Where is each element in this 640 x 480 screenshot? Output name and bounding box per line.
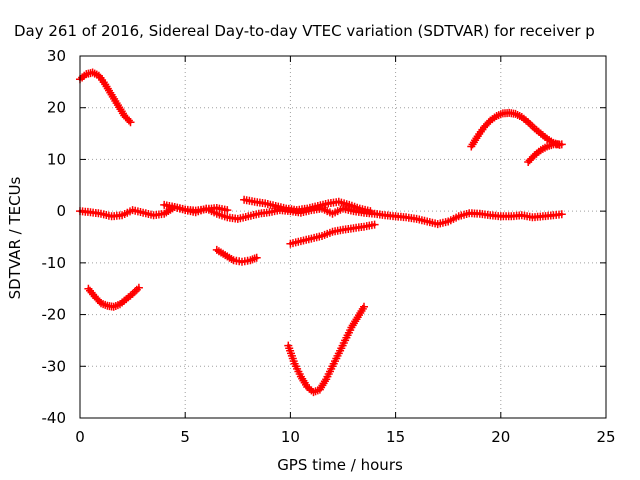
chart-title: Day 261 of 2016, Sidereal Day-to-day VTE… [14, 22, 595, 40]
series-arc-9 [467, 108, 564, 151]
x-tick-labels: 0 5 10 15 20 25 [75, 428, 615, 446]
y-tick-label: 0 [56, 202, 66, 220]
data-point-marker [557, 210, 566, 219]
x-tick-label: 20 [491, 428, 510, 446]
data-point-marker [370, 220, 379, 229]
y-tick-label: 30 [47, 47, 66, 65]
data-point-marker [223, 206, 232, 215]
data-point-marker [134, 283, 143, 292]
series-arc-8 [284, 302, 368, 397]
grid-lines [79, 55, 607, 419]
y-tick-label: -10 [42, 254, 67, 272]
data-point-marker [126, 118, 135, 127]
y-tick-label: -30 [42, 357, 67, 375]
data-point-marker [557, 140, 566, 149]
y-axis-label: SDTVAR / TECUs [6, 176, 24, 299]
data-point-marker [252, 253, 261, 262]
series-arc-2 [84, 283, 143, 311]
y-tick-label: -40 [42, 409, 67, 427]
y-tick-labels: 30 20 10 0 -10 -20 -30 -40 [42, 47, 67, 427]
y-tick-label: 20 [47, 99, 66, 117]
x-axis-label: GPS time / hours [277, 456, 403, 474]
y-tick-label: 10 [47, 150, 66, 168]
series-arc-7 [286, 220, 379, 248]
series-arc-6 [240, 195, 375, 216]
plot-frame [79, 55, 607, 419]
series-arc-5 [212, 245, 261, 266]
data-marks [76, 68, 566, 397]
data-point-marker [366, 207, 375, 216]
x-tick-label: 10 [281, 428, 300, 446]
series-arc-1 [76, 68, 135, 127]
x-tick-label: 15 [386, 428, 405, 446]
data-point-marker [360, 302, 368, 311]
x-tick-label: 5 [180, 428, 190, 446]
data-point-marker [124, 116, 133, 125]
x-tick-label: 25 [596, 428, 615, 446]
x-tick-label: 0 [75, 428, 85, 446]
series-arc-4 [160, 200, 232, 215]
series-arc-10 [524, 140, 566, 166]
y-tick-label: -20 [42, 306, 67, 324]
